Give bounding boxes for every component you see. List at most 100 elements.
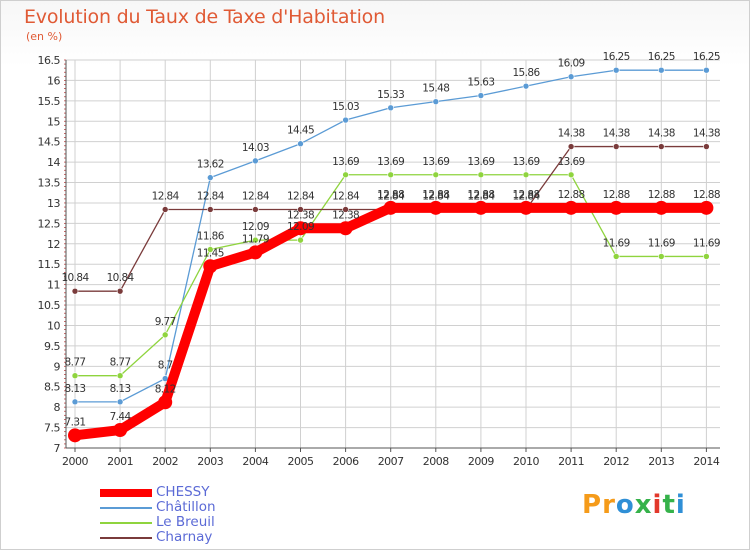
data-label-ch-tillon: 16.25 (693, 51, 720, 63)
data-label-chessy: 12.88 (648, 189, 675, 201)
data-point-chessy (113, 423, 128, 438)
logo-letter: o (615, 490, 635, 520)
data-label-charnay: 12.84 (197, 190, 225, 202)
data-point-charnay (71, 287, 79, 295)
data-point-le-breuil (116, 372, 124, 380)
x-tick-label: 2001 (107, 455, 133, 468)
y-tick-label: 12 (47, 238, 60, 251)
data-label-charnay: 14.38 (693, 128, 720, 140)
data-point-chessy (68, 428, 82, 443)
data-point-le-breuil (71, 372, 79, 380)
x-tick-label: 2005 (288, 455, 314, 468)
x-tick-label: 2014 (693, 455, 719, 468)
legend-item-chessy: CHESSY (100, 484, 300, 500)
data-label-chessy: 11.45 (197, 247, 224, 259)
legend-swatch-chatillon (100, 507, 152, 509)
data-point-le-breuil (657, 253, 665, 260)
data-label-chessy: 11.79 (242, 233, 269, 245)
y-tick-label: 14 (47, 156, 60, 169)
data-label-le-breuil: 9.77 (155, 316, 176, 328)
data-label-le-breuil: 13.69 (512, 156, 539, 168)
data-point-ch-tillon (252, 157, 259, 165)
data-label-chessy: 12.38 (332, 209, 359, 221)
data-label-chessy: 8.12 (155, 383, 176, 395)
data-label-charnay: 12.84 (467, 190, 495, 202)
data-point-ch-tillon (703, 66, 710, 74)
data-label-le-breuil: 11.69 (648, 237, 675, 249)
data-point-ch-tillon (207, 174, 214, 181)
data-label-ch-tillon: 14.45 (287, 125, 314, 137)
data-label-le-breuil: 11.69 (693, 237, 720, 249)
data-point-ch-tillon (477, 92, 485, 99)
data-label-charnay: 14.38 (558, 128, 585, 140)
x-tick-label: 2011 (558, 455, 584, 468)
chart-title: Evolution du Taux de Taxe d'Habitation (24, 6, 385, 28)
data-point-le-breuil (612, 253, 620, 260)
data-point-chessy (158, 395, 173, 410)
data-label-chessy: 7.44 (110, 411, 132, 423)
data-label-le-breuil: 11.69 (603, 237, 630, 249)
data-label-charnay: 14.38 (648, 128, 675, 140)
data-label-le-breuil: 13.69 (332, 156, 359, 168)
logo-letter: r (602, 490, 616, 520)
logo-letter: i (675, 490, 686, 520)
data-point-charnay (297, 206, 304, 213)
data-point-le-breuil (252, 236, 259, 244)
data-point-chessy (428, 200, 443, 215)
data-point-ch-tillon (297, 140, 304, 148)
data-point-chessy (564, 200, 579, 215)
logo-letter: x (634, 490, 653, 520)
data-point-chessy (203, 259, 218, 274)
logo-letter: t (662, 490, 676, 520)
y-tick-label: 11.5 (38, 258, 61, 271)
data-point-chessy (654, 200, 669, 215)
data-label-charnay: 12.84 (332, 190, 360, 202)
y-tick-label: 13.5 (38, 177, 61, 190)
data-label-ch-tillon: 8.13 (110, 383, 131, 395)
logo-letter: P (582, 490, 603, 520)
y-tick-label: 9 (54, 360, 61, 373)
legend-label-chatillon: Châtillon (156, 499, 216, 515)
data-label-chessy: 12.88 (693, 189, 720, 201)
proxiti-logo: Proxiti (582, 490, 686, 520)
data-label-ch-tillon: 15.63 (467, 77, 494, 89)
x-tick-label: 2007 (378, 455, 404, 468)
data-label-chessy: 7.31 (65, 416, 86, 428)
data-label-charnay: 14.38 (603, 128, 630, 140)
data-point-le-breuil (387, 171, 395, 179)
x-tick-label: 2009 (468, 455, 494, 468)
y-tick-label: 7 (54, 442, 61, 455)
y-tick-label: 9.5 (44, 340, 60, 353)
x-tick-label: 2004 (242, 455, 268, 468)
x-tick-label: 2002 (152, 455, 178, 468)
x-tick-label: 2000 (62, 455, 88, 468)
data-label-ch-tillon: 16.25 (603, 51, 630, 63)
data-label-le-breuil: 13.69 (422, 156, 449, 168)
data-label-charnay: 12.84 (512, 190, 540, 202)
legend: CHESSY Châtillon Le Breuil Charnay (100, 484, 300, 545)
data-point-ch-tillon (71, 398, 79, 406)
data-point-le-breuil (703, 253, 710, 260)
y-tick-label: 16.5 (38, 54, 61, 67)
data-point-charnay (207, 206, 214, 213)
data-point-ch-tillon (432, 98, 440, 105)
data-point-charnay (161, 206, 169, 213)
data-label-le-breuil: 8.77 (110, 357, 131, 369)
data-label-le-breuil: 12.09 (287, 221, 314, 233)
data-point-charnay (703, 143, 710, 150)
data-point-chessy (519, 200, 533, 215)
data-label-chessy: 12.38 (287, 209, 314, 221)
data-point-le-breuil (567, 171, 575, 179)
legend-swatch-le-breuil (100, 522, 152, 524)
data-label-ch-tillon: 8.7 (158, 360, 173, 372)
data-label-chessy: 12.88 (558, 189, 585, 201)
data-point-charnay (567, 143, 575, 150)
data-label-charnay: 12.84 (242, 190, 270, 202)
data-label-le-breuil: 8.77 (65, 357, 86, 369)
data-label-ch-tillon: 15.86 (512, 67, 540, 79)
data-point-le-breuil (297, 236, 304, 244)
data-label-chessy: 12.88 (512, 189, 539, 201)
y-tick-label: 13 (47, 197, 60, 210)
